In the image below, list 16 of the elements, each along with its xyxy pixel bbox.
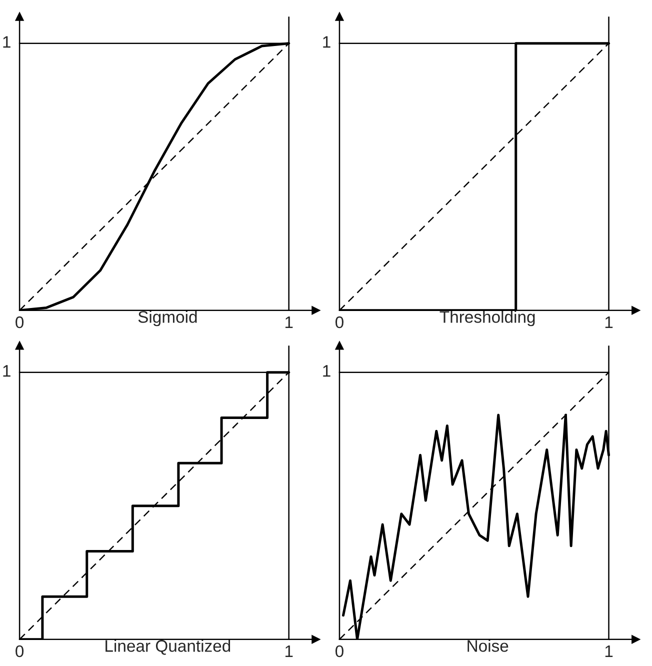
x-tick-label: 1 <box>285 646 293 657</box>
text: 1 <box>323 36 330 48</box>
text: 1 <box>323 365 330 377</box>
x-tick-label: 1 <box>285 316 293 328</box>
text: 1 <box>3 36 10 48</box>
x-tick-label: 0 <box>335 645 344 658</box>
x-tick-label: 1 <box>605 316 613 328</box>
text: 1 <box>3 365 10 377</box>
x-axis-title: Thresholding <box>440 310 535 326</box>
x-tick-label: 0 <box>16 316 24 328</box>
x-axis-title: Linear Quantized <box>106 640 230 655</box>
x-axis-title: Sigmoid <box>138 310 197 326</box>
x-tick-label: 0 <box>16 645 24 658</box>
x-tick-label: 0 <box>335 316 344 328</box>
x-axis-title: Noise <box>468 640 508 652</box>
x-tick-label: 1 <box>605 646 613 657</box>
